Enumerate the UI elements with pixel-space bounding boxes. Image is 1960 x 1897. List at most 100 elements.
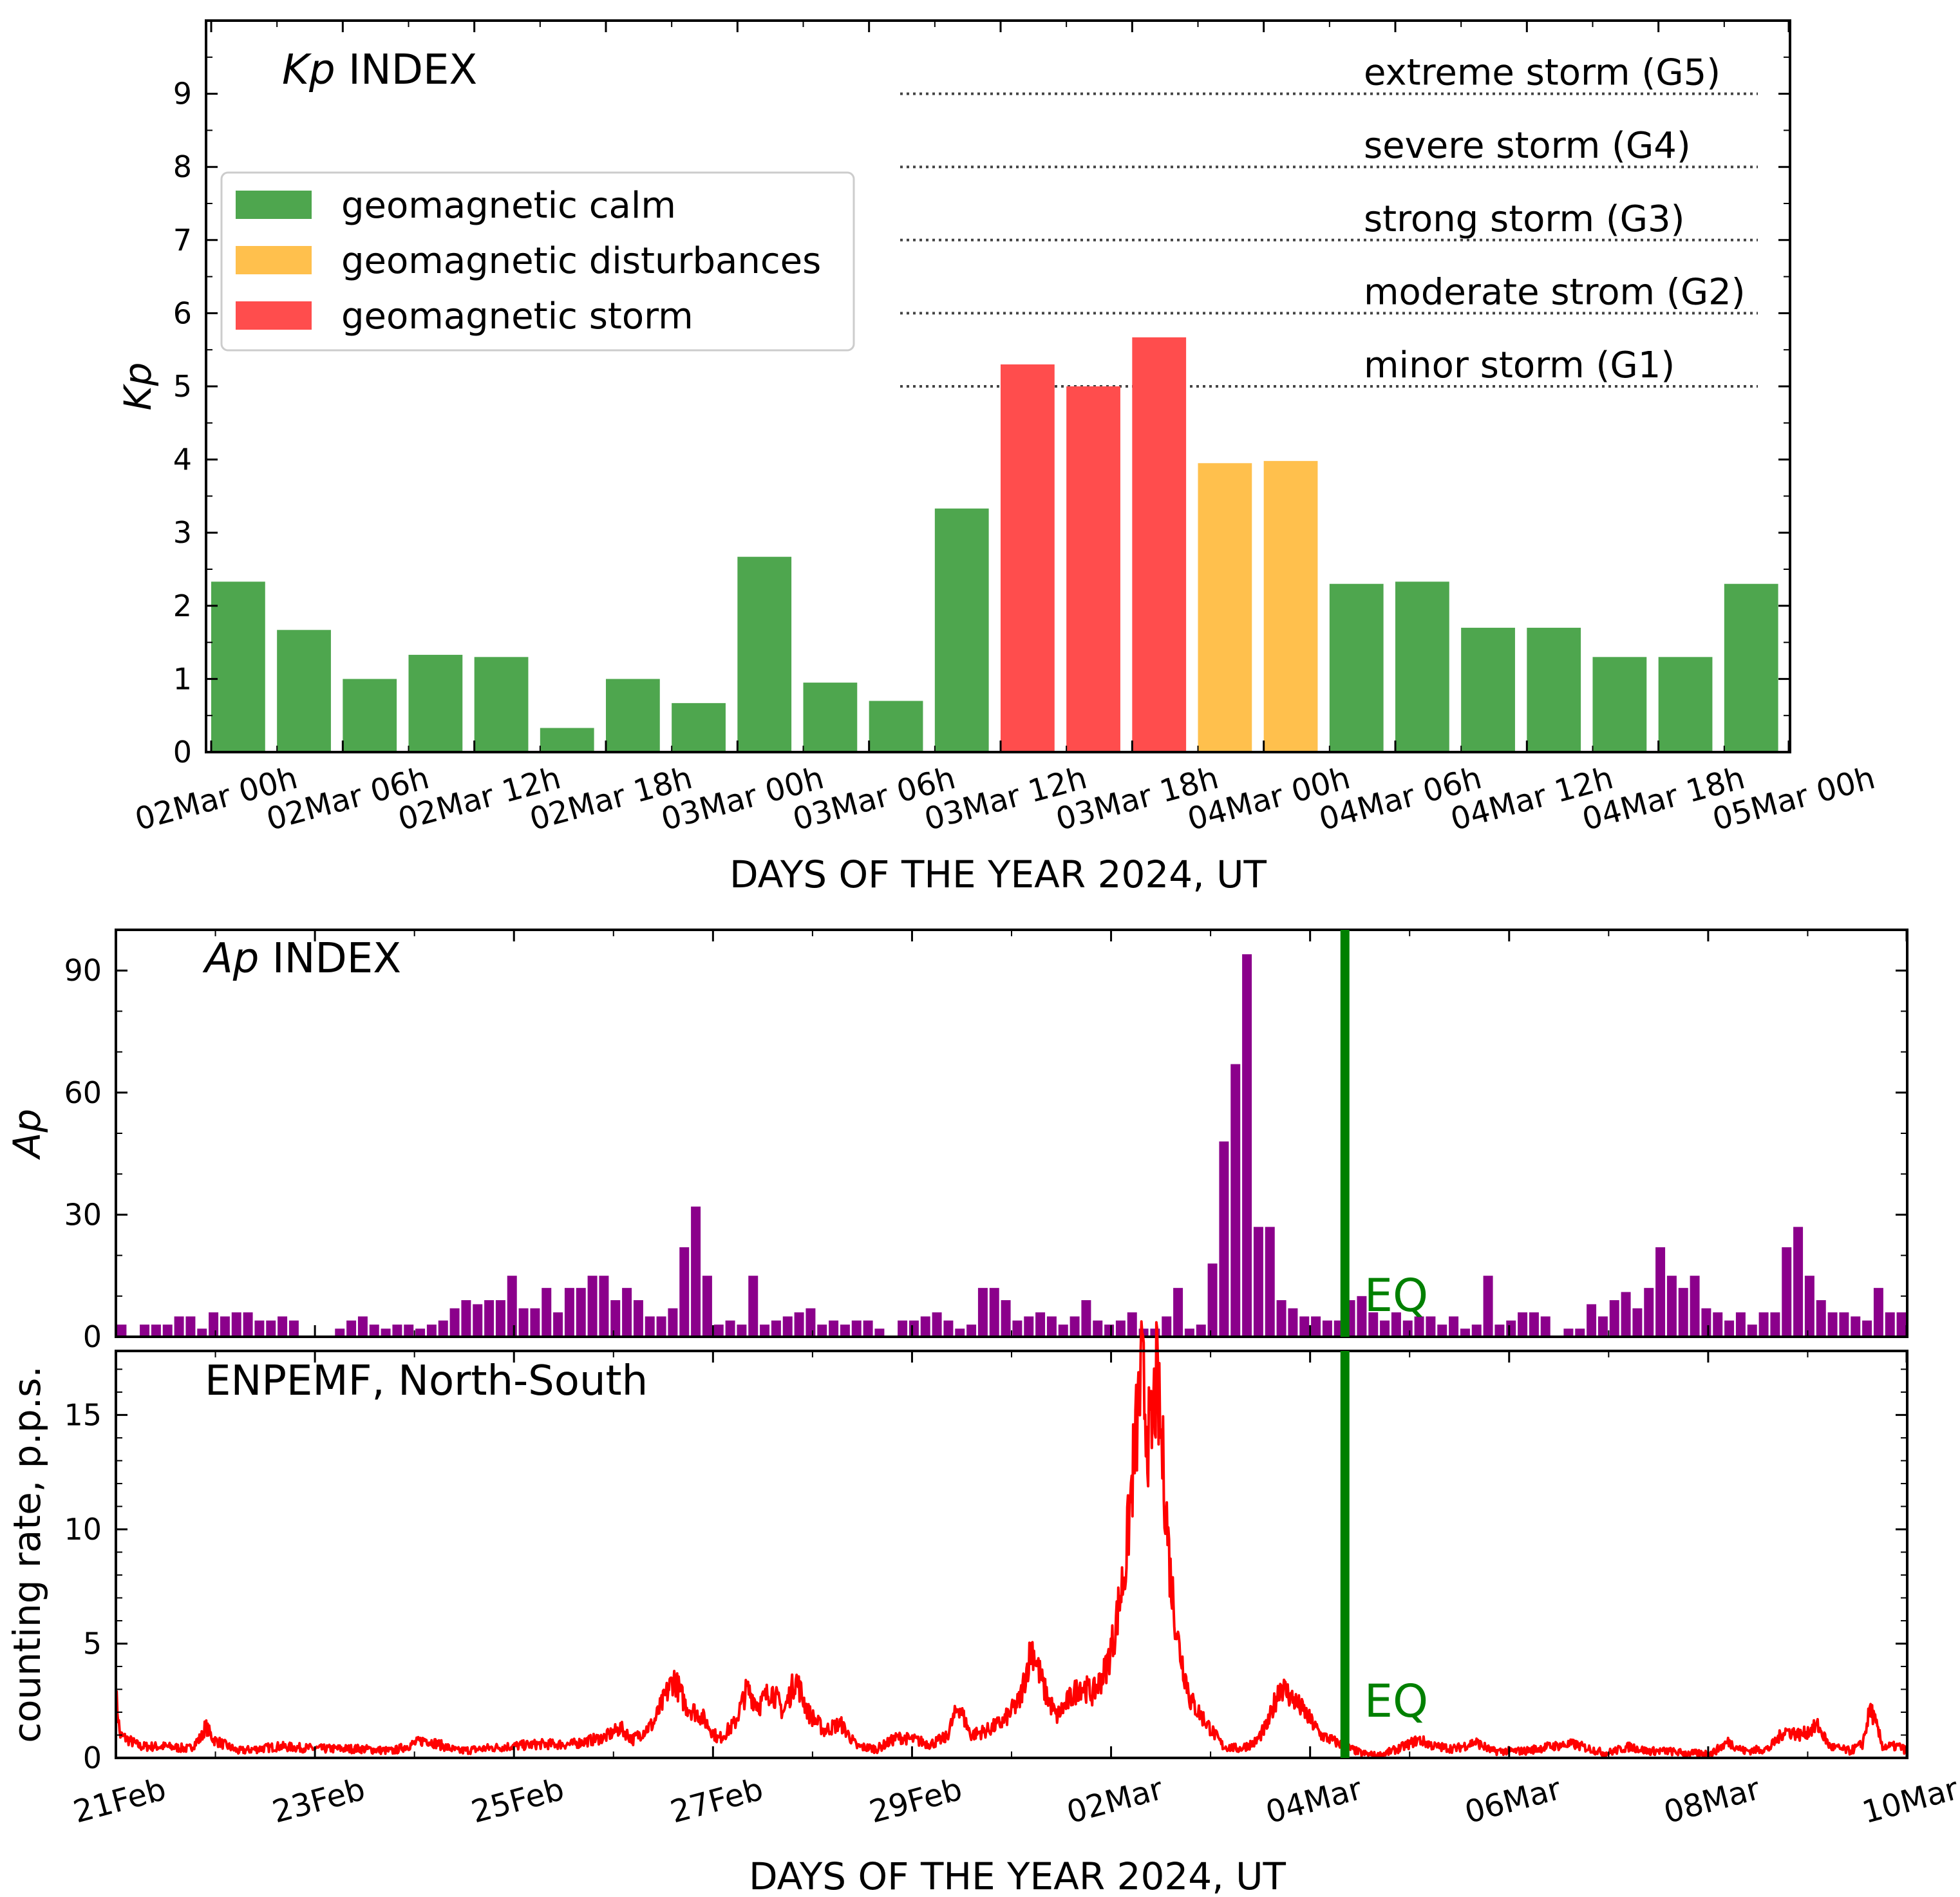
ap-bar [748,1276,759,1337]
ap-bar [1012,1320,1022,1337]
enpemf-x-tick-label: 08Mar [1660,1771,1764,1831]
kp-threshold-label-g4: severe storm (G4) [1364,125,1691,167]
ap-bar [1219,1141,1229,1337]
ap-bar [1104,1325,1115,1337]
ap-bar [1494,1325,1505,1337]
ap-bar [1402,1320,1413,1337]
kp-y-axis-title: Kp [116,363,160,411]
ap-bar [1529,1312,1539,1337]
enpemf-x-tick-label: 23Feb [269,1771,369,1831]
ap-bar [1460,1328,1470,1337]
ap-bar [564,1288,574,1337]
ap-bar [335,1328,345,1337]
ap-bar [668,1308,678,1337]
ap-bar [1046,1316,1057,1337]
kp-threshold-labels: extreme storm (G5) severe storm (G4) stron… [1364,52,1746,386]
kp-y-tick-label: 8 [173,149,192,184]
kp-threshold-label-g1: minor storm (G1) [1364,344,1675,386]
kp-bar [1461,627,1515,752]
ap-bar [1597,1316,1608,1337]
ap-bar [1690,1276,1700,1337]
ap-bar [817,1325,827,1337]
ap-bar [851,1320,862,1337]
ap-bar [874,1328,885,1337]
ap-bar [231,1312,241,1337]
enpemf-x-tick-label: 27Feb [666,1771,767,1831]
ap-bar [151,1325,161,1337]
ap-bar [1851,1316,1861,1337]
ap-bar [1311,1316,1321,1337]
ap-bar [1896,1312,1907,1337]
ap-bar [518,1308,529,1337]
ap-bar [1001,1300,1011,1337]
kp-bar [1527,627,1581,752]
ap-bar [1713,1312,1723,1337]
kp-bar [803,683,858,752]
ap-bar [599,1276,609,1337]
ap-bar [1518,1312,1528,1337]
ap-bar [1357,1296,1367,1337]
enpemf-y-tick-label: 10 [64,1512,102,1547]
ap-bar [1196,1325,1206,1337]
kp-bar [1263,460,1318,752]
ap-y-tick-label: 60 [64,1075,102,1110]
ap-bar [1678,1288,1688,1337]
ap-bar [346,1320,357,1337]
ap-bar [174,1316,184,1337]
enpemf-x-tick-label: 29Feb [866,1771,966,1831]
ap-bar [1449,1316,1459,1337]
ap-ticks: 0 30 60 90 [64,930,1908,1354]
ap-bar [622,1288,632,1337]
ap-bar [1816,1300,1826,1337]
ap-bar [1276,1300,1286,1337]
ap-bar [197,1328,207,1337]
ap-bar [1563,1328,1574,1337]
kp-bar [869,701,923,752]
ap-title-italic: Ap [202,935,259,983]
ap-bar [1655,1247,1666,1337]
kp-panel-title: Kp INDEX [282,46,477,94]
enpemf-x-tick-label: 21Feb [70,1771,170,1831]
ap-bar [404,1325,414,1337]
ap-bar [162,1325,173,1337]
ap-bar [794,1312,804,1337]
enpemf-chart: 0 5 10 15 21Feb 23Feb 25Feb 27Feb 29Feb 02Mar 04Ma… [5,1320,1960,1897]
ap-y-tick-label: 30 [64,1197,102,1232]
ap-bar [1426,1316,1436,1337]
ap-bar [1242,954,1252,1337]
kp-bar [934,508,989,752]
ap-bar [438,1320,448,1337]
ap-bar [381,1328,391,1337]
ap-bar [1621,1292,1631,1337]
ap-bar [977,1288,988,1337]
kp-bar [1592,657,1647,752]
enpemf-y-axis-title: counting rate, p.p.s. [5,1366,49,1743]
ap-bar [1322,1320,1332,1337]
kp-bar [1724,583,1778,752]
kp-bar [540,728,594,752]
kp-bar [1066,386,1120,752]
ap-bar [691,1206,701,1337]
ap-bar [1666,1276,1677,1337]
ap-y-tick-label: 0 [83,1319,102,1354]
kp-bar [1658,657,1713,752]
ap-bar [278,1316,288,1337]
ap-bar [1207,1263,1218,1337]
ap-bar [1758,1312,1769,1337]
ap-bar [610,1300,621,1337]
ap-bar [1471,1325,1482,1337]
ap-eq-label: EQ [1364,1269,1428,1322]
ap-bar [1127,1312,1137,1337]
ap-bar [553,1312,563,1337]
kp-bar [1198,463,1252,752]
enpemf-x-tick-label: 10Mar [1858,1771,1960,1831]
ap-bar [415,1328,426,1337]
enpemf-y-tick-label: 5 [83,1626,102,1661]
ap-bar [782,1316,793,1337]
ap-bar [587,1276,598,1337]
ap-bar [1873,1288,1883,1337]
enpemf-y-tick-label: 15 [64,1397,102,1432]
legend-swatch-disturbances [236,246,312,274]
enpemf-panel-title: ENPEMF, North-South [205,1357,648,1405]
